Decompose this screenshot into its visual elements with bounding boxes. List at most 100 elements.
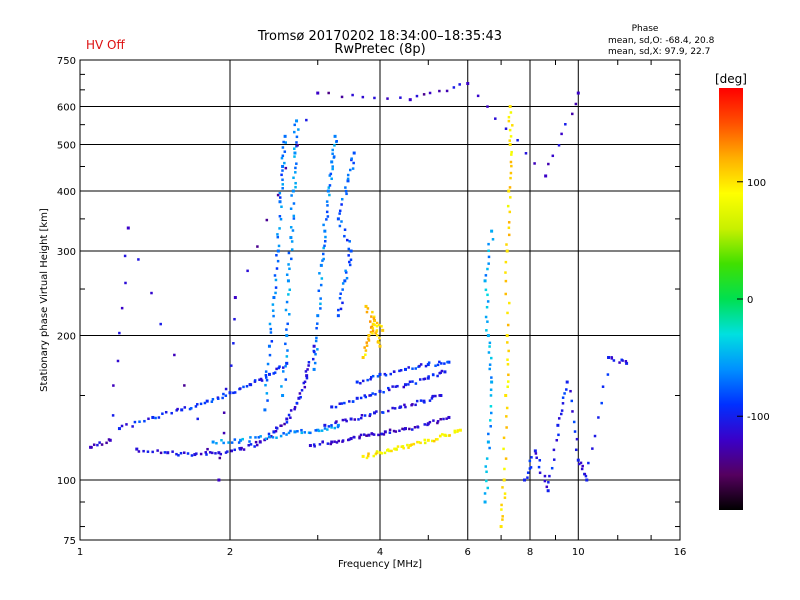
trace-marker (489, 419, 492, 422)
trace-marker (267, 432, 271, 436)
trace-marker (534, 452, 538, 455)
trace-marker (306, 368, 309, 371)
x-tick-label: 16 (674, 547, 687, 558)
trace-marker (601, 385, 605, 388)
trace-marker (175, 452, 178, 456)
trace-marker (183, 451, 186, 454)
trace-marker (270, 435, 273, 438)
data-point (565, 380, 569, 384)
trace-marker (190, 454, 194, 457)
trace-marker (123, 254, 127, 258)
trace-marker (441, 433, 444, 436)
data-point (458, 428, 462, 432)
trace-marker (314, 429, 317, 432)
trace-marker (506, 380, 510, 383)
trace-marker (292, 217, 296, 220)
trace-marker (571, 112, 574, 116)
trace-marker (347, 247, 351, 251)
trace-marker (345, 276, 349, 280)
trace-marker (179, 451, 183, 455)
trace-marker (320, 429, 324, 432)
trace-marker (570, 399, 574, 403)
trace-marker (407, 383, 410, 386)
trace-marker (346, 173, 350, 177)
data-point (504, 394, 508, 398)
data-point (278, 200, 282, 204)
trace-marker (369, 394, 373, 397)
trace-marker (239, 387, 242, 390)
trace-marker (394, 430, 398, 433)
trace-marker (294, 181, 297, 185)
trace-marker (292, 214, 296, 218)
trace-marker (487, 262, 490, 265)
trace-marker (432, 439, 436, 443)
series-trace-f (330, 369, 447, 409)
trace-marker (552, 448, 556, 452)
trace-marker (375, 330, 378, 334)
trace-marker (369, 377, 372, 381)
trace-marker (375, 410, 378, 413)
trace-marker (506, 204, 510, 208)
trace-marker (427, 361, 431, 364)
trace-marker (442, 417, 445, 421)
trace-marker (358, 436, 361, 440)
trace-marker (230, 441, 234, 444)
trace-marker (550, 466, 554, 470)
trace-marker (501, 518, 504, 521)
trace-marker (485, 470, 488, 474)
trace-marker (380, 325, 383, 328)
trace-marker (407, 446, 410, 449)
trace-marker (351, 167, 355, 170)
x-tick-label: 2 (227, 547, 233, 558)
trace-marker (98, 441, 101, 444)
trace-marker (488, 363, 492, 366)
trace-marker (563, 392, 566, 395)
trace-marker (289, 429, 292, 433)
data-point (364, 304, 368, 308)
trace-marker (295, 141, 298, 144)
trace-marker (96, 443, 99, 447)
trace-marker (490, 411, 493, 415)
trace-marker (325, 218, 328, 221)
trace-marker (345, 192, 348, 196)
trace-marker (143, 419, 146, 423)
trace-marker (612, 359, 616, 362)
data-point (319, 263, 323, 267)
trace-marker (508, 139, 512, 142)
trace-marker (259, 435, 262, 438)
trace-marker (314, 352, 317, 356)
data-point (289, 236, 293, 240)
trace-marker (294, 171, 297, 174)
trace-marker (330, 424, 333, 427)
trace-marker (344, 271, 348, 274)
data-point (466, 82, 470, 86)
trace-marker (275, 267, 279, 270)
trace-marker (368, 414, 371, 418)
trace-marker (551, 154, 555, 158)
data-point (367, 433, 371, 437)
trace-marker (245, 385, 249, 388)
trace-marker (112, 384, 115, 387)
data-point (403, 383, 407, 387)
data-point (625, 361, 629, 365)
trace-marker (264, 373, 268, 377)
trace-marker (329, 442, 333, 446)
trace-marker (334, 405, 338, 409)
trace-marker (208, 451, 212, 454)
trace-marker (337, 308, 340, 312)
trace-marker (370, 315, 373, 318)
trace-marker (232, 391, 235, 395)
trace-marker (572, 420, 576, 424)
trace-marker (436, 374, 439, 378)
trace-marker (211, 397, 215, 401)
trace-marker (415, 94, 419, 98)
data-point (546, 489, 550, 493)
trace-marker (282, 432, 285, 435)
trace-marker (485, 457, 489, 460)
trace-marker (423, 441, 427, 445)
trace-marker (266, 399, 269, 402)
trace-marker (159, 451, 163, 455)
trace-marker (348, 260, 351, 264)
trace-marker (278, 365, 281, 368)
trace-marker (222, 441, 225, 445)
